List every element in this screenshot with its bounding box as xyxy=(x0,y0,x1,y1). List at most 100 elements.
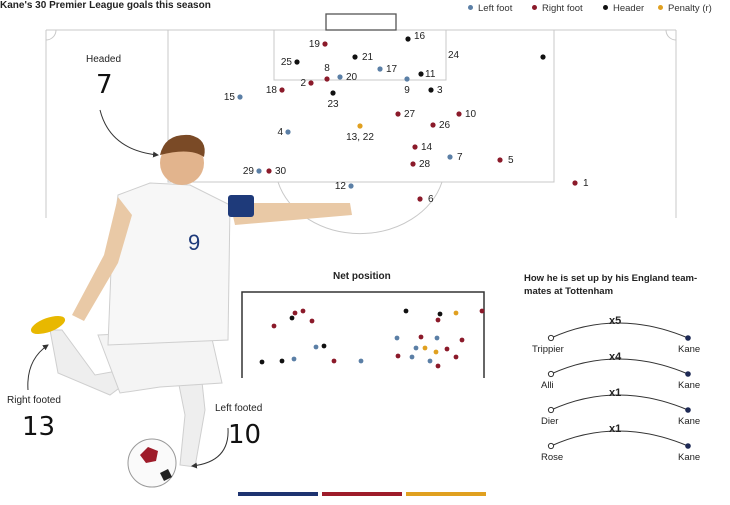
shot-point xyxy=(540,54,546,60)
net-shot-point xyxy=(309,318,315,324)
net-shot-point xyxy=(271,323,277,329)
setup-title-line2: mates at Tottenham xyxy=(524,286,614,297)
net-shot-point xyxy=(427,358,433,364)
goal-frame xyxy=(325,13,397,31)
setup-from-name: Trippier xyxy=(532,344,564,355)
right-foot-marker-icon xyxy=(532,5,537,10)
net-shot-point xyxy=(409,354,415,360)
shot-label: 18 xyxy=(266,85,278,96)
shot-label: 7 xyxy=(457,152,463,163)
shot-label: 23 xyxy=(327,99,339,110)
shot-point xyxy=(237,94,243,100)
net-shot-point xyxy=(453,310,459,316)
left-foot-marker-icon xyxy=(468,5,473,10)
shot-label: 26 xyxy=(439,120,451,131)
shot-point xyxy=(417,196,423,202)
shot-label: 15 xyxy=(224,92,236,103)
corner-arc-right xyxy=(665,29,677,41)
shot-point xyxy=(447,154,453,160)
shot-point xyxy=(410,161,416,167)
shot-label: 10 xyxy=(465,109,477,120)
chart-title: Kane's 30 Premier League goals this seas… xyxy=(0,0,211,11)
setup-from-node xyxy=(547,406,555,414)
shot-label: 11 xyxy=(425,69,436,80)
setup-from-name: Rose xyxy=(541,452,564,463)
setup-arc xyxy=(550,430,689,447)
shot-point xyxy=(412,144,418,150)
net-shot-point xyxy=(403,308,409,314)
shot-label: 4 xyxy=(277,127,283,138)
shot-point xyxy=(348,183,354,189)
legend-label: Left foot xyxy=(478,3,513,14)
footer-bar-red xyxy=(322,492,402,496)
net-shot-point xyxy=(434,335,440,341)
footer-bar-yellow xyxy=(406,492,486,496)
setup-to-node xyxy=(685,407,691,413)
shot-point xyxy=(256,168,262,174)
shot-label: 19 xyxy=(309,39,321,50)
net-shot-point xyxy=(413,345,419,351)
shot-label: 9 xyxy=(404,85,410,96)
header-marker-icon xyxy=(603,5,608,10)
shot-point xyxy=(279,87,285,93)
net-shot-point xyxy=(453,354,459,360)
shot-point xyxy=(324,76,330,82)
net-shot-point xyxy=(444,346,450,352)
shot-point xyxy=(405,36,411,42)
shot-point xyxy=(322,41,328,47)
net-shot-point xyxy=(433,349,439,355)
right-footed-count: 13 xyxy=(22,412,56,442)
setup-to-node xyxy=(685,371,691,377)
shot-label: 24 xyxy=(448,50,460,61)
setup-from-name: Dier xyxy=(541,416,559,427)
shot-label: 8 xyxy=(324,63,330,74)
player-illustration: 9 xyxy=(30,134,352,488)
legend-right-foot: Right foot xyxy=(532,3,583,14)
shot-label: 17 xyxy=(386,64,398,75)
setup-to-node xyxy=(685,335,691,341)
setup-to-name: Kane xyxy=(678,344,701,355)
shot-point xyxy=(418,71,424,77)
net-shot-point xyxy=(279,358,285,364)
shot-label: 5 xyxy=(508,155,514,166)
left-footed-count: 10 xyxy=(228,420,262,450)
shot-point xyxy=(404,76,410,82)
setup-from-node xyxy=(547,442,555,450)
right-footed-label: Right footed xyxy=(7,395,61,406)
net-title: Net position xyxy=(333,271,391,282)
corner-arc-left xyxy=(45,29,57,41)
net-shot-point xyxy=(331,358,337,364)
setup-title-line1: How he is set up by his England team- xyxy=(524,273,698,284)
setup-to-name: Kane xyxy=(678,380,701,391)
shot-point xyxy=(266,168,272,174)
headed-label: Headed xyxy=(86,54,122,65)
net-shot-point xyxy=(437,311,443,317)
setup-arc xyxy=(550,322,689,339)
net-shot-point xyxy=(418,334,424,340)
net-shot-point xyxy=(479,308,485,314)
setup-count: x1 xyxy=(609,423,622,435)
setup-arc xyxy=(550,358,689,375)
left-footed-label: Left footed xyxy=(215,403,263,414)
shot-point xyxy=(430,122,436,128)
shot-point xyxy=(428,87,434,93)
net-shot-point xyxy=(358,358,364,364)
shot-point xyxy=(357,123,363,129)
legend-penalty: Penalty (r) xyxy=(658,3,712,14)
legend-header: Header xyxy=(603,3,644,14)
shot-point xyxy=(294,59,300,65)
net-shot-point xyxy=(259,359,265,365)
setup-from-node xyxy=(547,334,555,342)
net-shot-point xyxy=(292,310,298,316)
shot-label: 12 xyxy=(335,181,347,192)
shot-label: 29 xyxy=(243,166,255,177)
shot-label: 6 xyxy=(428,194,434,205)
setup-to-name: Kane xyxy=(678,452,701,463)
shot-label: 14 xyxy=(421,142,433,153)
shot-label: 27 xyxy=(404,109,416,120)
setup-from-node xyxy=(547,370,555,378)
shot-point xyxy=(330,90,336,96)
